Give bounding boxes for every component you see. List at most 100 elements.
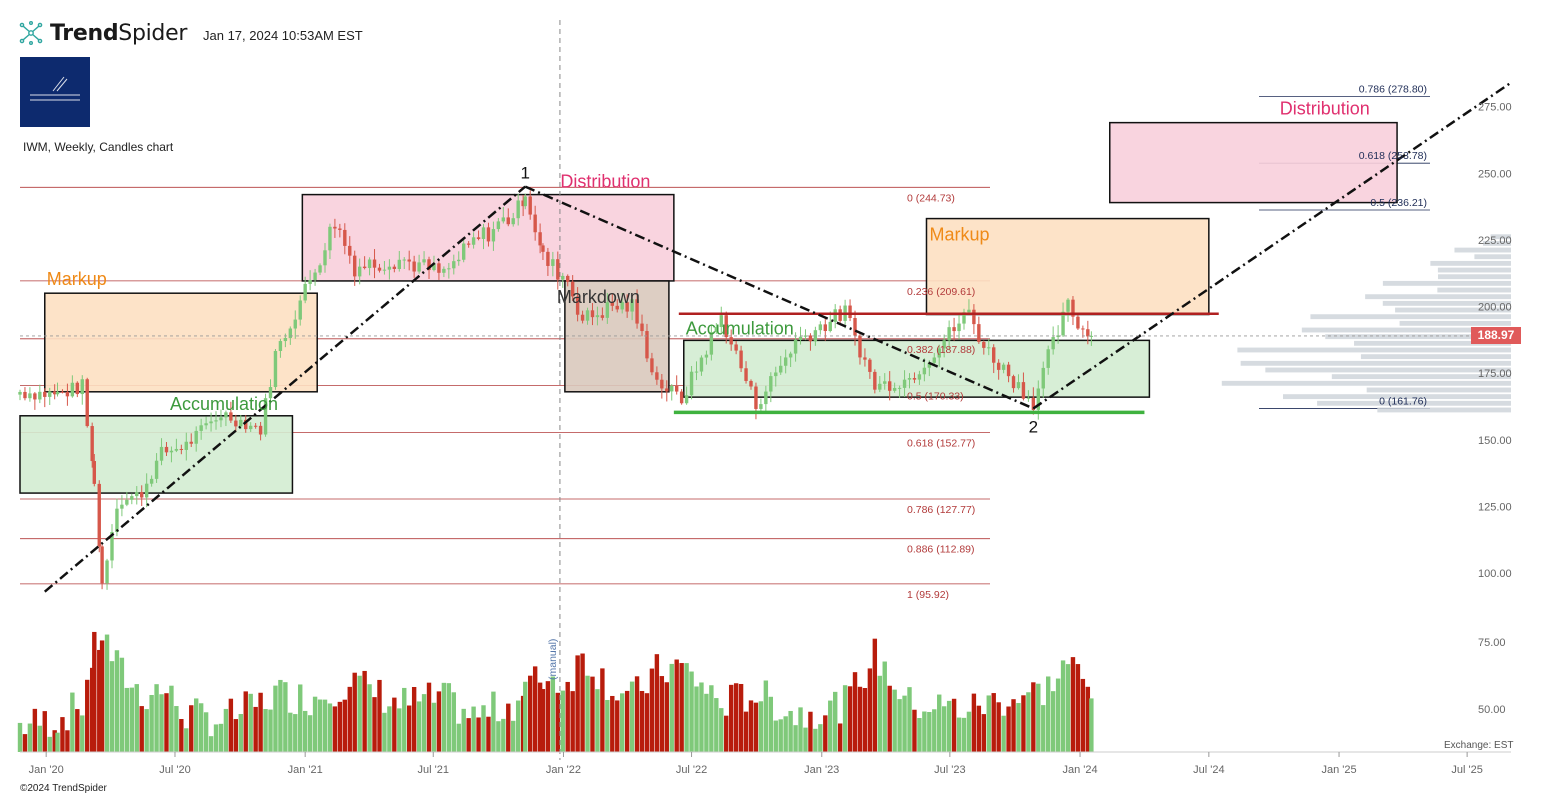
volume-bar (892, 689, 897, 752)
candle-body (1036, 388, 1040, 410)
candle-body (833, 309, 837, 322)
volume-profile-bar (1301, 327, 1511, 333)
candle-body (1051, 337, 1055, 350)
volume-bar (253, 706, 258, 752)
candle-body (417, 262, 421, 272)
candle-body (23, 391, 27, 399)
volume-bar (763, 680, 769, 752)
volume-bar (580, 653, 585, 752)
candle-body (897, 387, 902, 389)
volume-bar (847, 686, 853, 752)
volume-bar (1006, 706, 1011, 752)
candle-body (283, 337, 288, 342)
volume-bar (65, 730, 70, 752)
volume-bar (228, 698, 234, 752)
candle-body (868, 359, 872, 372)
y-tick-label: 225.00 (1478, 235, 1512, 247)
copyright: ©2024 TrendSpider (20, 783, 107, 794)
candle-body (670, 385, 674, 392)
volume-tick-label: 75.00 (1478, 637, 1506, 649)
volume-bar (159, 694, 164, 752)
volume-bar (946, 700, 952, 752)
volume-profile-bar (1354, 340, 1511, 346)
volume-bar (758, 701, 764, 752)
volume-bar (590, 676, 595, 752)
volume-bar (169, 685, 174, 752)
candle-body (783, 357, 788, 366)
volume-profile-bar (1310, 314, 1511, 320)
candle-body (199, 425, 203, 431)
candle-body (996, 362, 1001, 370)
candle-body (1089, 335, 1094, 337)
volume-bar (1026, 692, 1031, 752)
volume-bar (532, 666, 538, 752)
y-tick-label: 125.00 (1478, 501, 1512, 513)
volume-bar (862, 687, 868, 752)
candle-body (457, 259, 461, 262)
volume-bar (174, 706, 179, 752)
volume-bar (852, 672, 858, 752)
candle-body (234, 420, 238, 427)
volume-profile-bar (1221, 380, 1511, 386)
candle-body (724, 315, 728, 338)
volume-bar (42, 711, 47, 752)
candle-body (308, 279, 312, 284)
volume-bar (719, 708, 724, 752)
fib-label-right: 0.618 (253.78) (1359, 150, 1427, 162)
candle-body (184, 441, 188, 450)
candle-body (447, 268, 451, 270)
candle-body (1086, 329, 1090, 337)
volume-bar (699, 682, 704, 752)
candle-body (1026, 397, 1031, 399)
candle-body (496, 221, 501, 230)
candle-body (689, 371, 694, 396)
volume-bar (134, 684, 139, 752)
candle-body (1061, 311, 1065, 336)
timestamp: Jan 17, 2024 10:53AM EST (203, 28, 363, 43)
candle-body (937, 348, 941, 358)
volume-bar (208, 736, 214, 752)
candle-body (214, 420, 218, 422)
volume-bar (887, 685, 892, 752)
volume-profile-bar (1317, 400, 1511, 406)
volume-bar (139, 706, 144, 752)
candle-body (1041, 367, 1045, 389)
volume-bar (941, 706, 947, 752)
candle-body (972, 309, 976, 325)
volume-bar (441, 682, 447, 752)
candle-body (798, 336, 803, 340)
candle-body (575, 296, 580, 315)
volume-bar (976, 705, 982, 752)
volume-bar (689, 671, 694, 752)
last-price-tag[interactable]: 188.97 (1471, 327, 1521, 344)
candle-body (863, 357, 867, 360)
candle-body (739, 350, 743, 369)
volume-bar (298, 684, 303, 752)
volume-bar (600, 668, 605, 752)
candle-body (90, 426, 94, 462)
volume-bar (70, 692, 75, 752)
candle-body (917, 374, 922, 380)
volume-bar (164, 693, 169, 752)
candle-body (466, 243, 471, 245)
volume-bar (842, 685, 848, 752)
candle-body (546, 251, 550, 266)
candle-body (486, 227, 491, 242)
candle-body (516, 200, 520, 219)
axes-layer: 100.00125.00150.00175.00200.00225.00250.… (20, 102, 1512, 776)
volume-profile-bar (1360, 354, 1511, 360)
candle-body (714, 327, 719, 333)
candle-body (382, 269, 387, 271)
trendline-up (1032, 81, 1512, 410)
candle-body (248, 425, 253, 430)
volume-bar (481, 705, 486, 752)
volume-bar (342, 699, 348, 752)
volume-bar (80, 715, 85, 752)
zone-accumulation (683, 339, 1151, 398)
candle-body (353, 255, 357, 277)
candle-body (97, 483, 101, 547)
volume-bar (882, 661, 887, 752)
volume-bar (218, 723, 224, 752)
volume-bar (961, 717, 967, 752)
